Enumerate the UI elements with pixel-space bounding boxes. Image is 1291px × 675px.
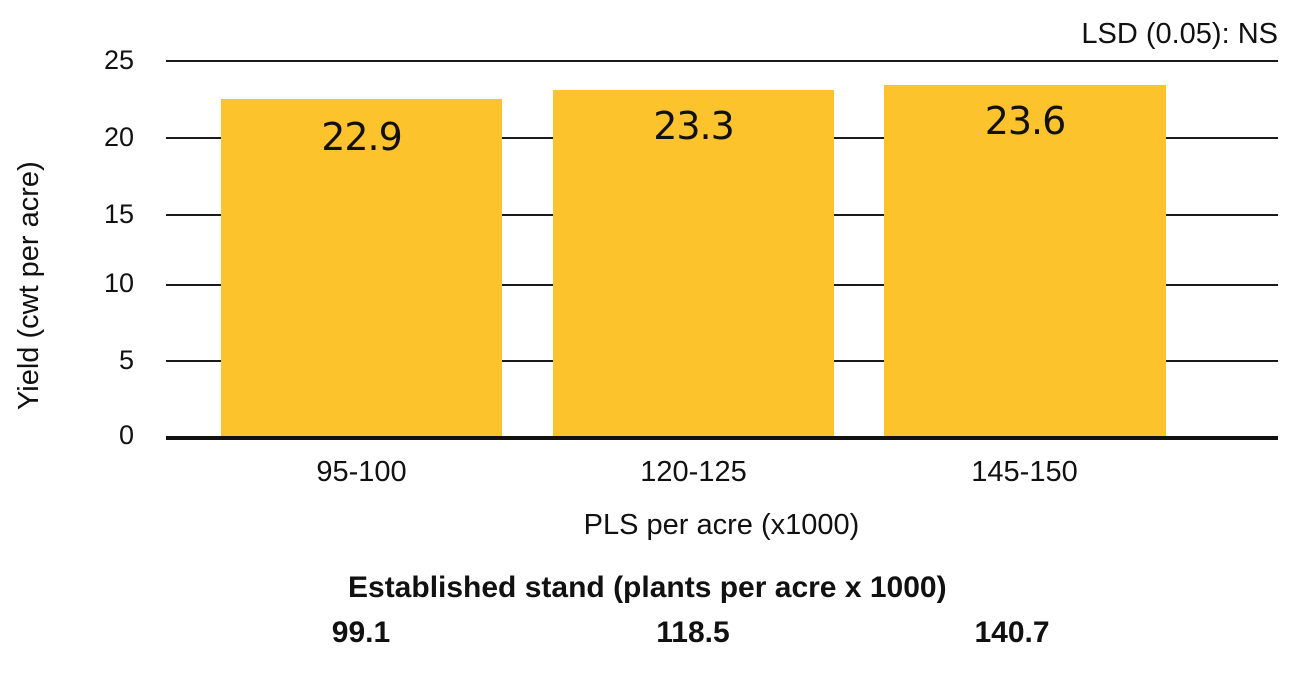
lsd-annotation: LSD (0.05): NS [1081, 18, 1278, 50]
x-axis-baseline [166, 436, 1278, 440]
x-axis-label: PLS per acre (x1000) [583, 509, 860, 541]
x-tick-120-125: 120-125 [640, 456, 747, 488]
y-axis-label: Yield (cwt per acre) [13, 161, 45, 410]
y-tick-0: 0 [118, 420, 134, 450]
bar-value-label: 23.6 [984, 99, 1067, 143]
x-tick-145-150: 145-150 [971, 456, 1078, 488]
bar-120-125: 23.3 [553, 90, 834, 438]
y-tick-5: 5 [118, 345, 134, 375]
stand-value-145-150: 140.7 [974, 616, 1050, 649]
stand-value-120-125: 118.5 [656, 616, 730, 649]
bar-value-label: 23.3 [653, 104, 735, 148]
bar-95-100: 22.9 [221, 99, 502, 438]
bar-value-label: 22.9 [321, 115, 403, 159]
gridline-25 [166, 60, 1278, 62]
x-tick-95-100: 95-100 [316, 456, 407, 488]
y-tick-10: 10 [103, 268, 134, 298]
y-tick-25: 25 [103, 45, 134, 75]
y-tick-15: 15 [103, 199, 134, 229]
stand-value-95-100: 99.1 [331, 616, 391, 649]
y-tick-20: 20 [103, 122, 134, 152]
established-stand-title: Established stand (plants per acre x 100… [348, 571, 947, 604]
bar-145-150: 23.6 [884, 85, 1166, 438]
